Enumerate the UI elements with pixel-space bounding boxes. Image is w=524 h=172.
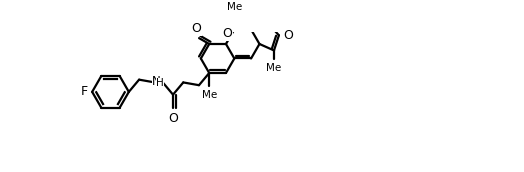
Text: O: O (283, 29, 293, 42)
Text: Me: Me (266, 63, 281, 73)
Text: O: O (223, 27, 233, 40)
Text: F: F (81, 85, 88, 98)
Text: Me: Me (202, 90, 217, 100)
Text: N: N (152, 75, 161, 88)
Text: H: H (157, 78, 164, 88)
Text: O: O (168, 112, 178, 125)
Text: Me: Me (227, 2, 242, 12)
Text: O: O (192, 22, 202, 35)
